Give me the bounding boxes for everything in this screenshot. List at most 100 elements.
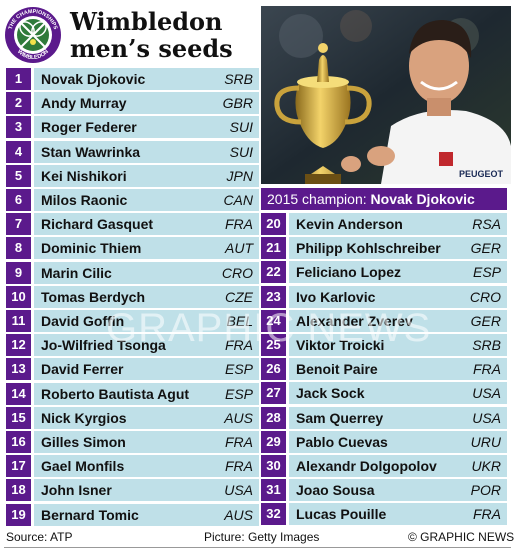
seed-row: 25 Viktor Troicki SRB [261, 334, 507, 356]
player-name: Gael Monfils [41, 458, 125, 475]
player-name: Alexandr Dolgopolov [296, 458, 437, 474]
wimbledon-logo: THE CHAMPIONSHIPS WIMBLEDON [5, 7, 61, 63]
player-country: USA [472, 385, 501, 402]
seed-bar: Bernard Tomic AUS [34, 503, 259, 526]
player-name: Alexander Zverev [296, 312, 413, 329]
player-country: FRA [225, 337, 253, 354]
seed-row: 3 Roger Federer SUI [6, 116, 259, 139]
seed-row: 24 Alexander Zverev GER [261, 309, 507, 332]
player-country: POR [470, 482, 501, 499]
seed-bar: Philipp Kohlschreiber GER [289, 237, 507, 260]
player-name: Bernard Tomic [41, 506, 139, 523]
seed-row: 11 David Goffin BEL [6, 310, 259, 332]
seed-bar: Gael Monfils FRA [34, 455, 259, 478]
seed-row: 6 Milos Raonic CAN [6, 189, 259, 211]
seed-bar: Jack Sock USA [289, 382, 507, 405]
player-name: Tomas Berdych [41, 288, 145, 305]
seed-number: 19 [6, 503, 31, 526]
seed-number: 8 [6, 237, 31, 260]
seed-number: 28 [261, 406, 286, 429]
champion-name: Novak Djokovic [370, 191, 475, 207]
page-title: Wimbledon men’s seeds [70, 8, 233, 62]
seed-row: 17 Gael Monfils FRA [6, 455, 259, 478]
seed-bar: David Ferrer ESP [34, 358, 259, 381]
player-country: FRA [225, 458, 253, 475]
player-country: SUI [229, 119, 253, 136]
seed-row: 13 David Ferrer ESP [6, 358, 259, 381]
seed-row: 2 Andy Murray GBR [6, 92, 259, 115]
player-name: Dominic Thiem [41, 240, 142, 257]
seed-row: 8 Dominic Thiem AUT [6, 237, 259, 260]
seed-bar: Viktor Troicki SRB [289, 334, 507, 356]
player-country: JPN [226, 167, 253, 184]
player-name: Philipp Kohlschreiber [296, 240, 441, 257]
seed-row: 15 Nick Kyrgios AUS [6, 406, 259, 429]
title-line-1: Wimbledon [70, 7, 223, 36]
seed-bar: David Goffin BEL [34, 310, 259, 332]
seed-row: 32 Lucas Pouille FRA [261, 503, 507, 526]
seed-bar: Ivo Karlovic CRO [289, 285, 507, 308]
seed-row: 4 Stan Wawrinka SUI [6, 140, 259, 163]
player-name: Pablo Cuevas [296, 433, 388, 450]
seed-row: 31 Joao Sousa POR [261, 479, 507, 502]
seed-number: 5 [6, 164, 31, 187]
player-country: UKR [471, 458, 501, 474]
seed-number: 16 [6, 431, 31, 453]
seed-number: 21 [261, 237, 286, 260]
seed-row: 28 Sam Querrey USA [261, 406, 507, 429]
player-name: Gilles Simon [41, 434, 126, 450]
player-name: Ivo Karlovic [296, 288, 376, 305]
champion-banner: 2015 champion: Novak Djokovic [261, 188, 507, 210]
seed-bar: Roberto Bautista Agut ESP [34, 382, 259, 405]
player-country: BEL [226, 313, 253, 329]
seed-bar: Gilles Simon FRA [34, 431, 259, 453]
player-country: FRA [225, 216, 253, 233]
picture-credit: Picture: Getty Images [204, 530, 320, 544]
seed-row: 1 Novak Djokovic SRB [6, 68, 259, 90]
player-name: Kei Nishikori [41, 167, 127, 184]
seed-row: 18 John Isner USA [6, 479, 259, 502]
champion-photo: PEUGEOT [261, 6, 511, 184]
player-country: AUS [224, 506, 253, 523]
player-name: Kevin Anderson [296, 216, 403, 232]
seed-number: 14 [6, 382, 31, 405]
player-name: John Isner [41, 482, 112, 499]
player-country: RSA [472, 216, 501, 232]
seed-row: 27 Jack Sock USA [261, 382, 507, 405]
seed-bar: Milos Raonic CAN [34, 189, 259, 211]
graphic-news-credit: © GRAPHIC NEWS [408, 530, 515, 544]
seed-row: 21 Philipp Kohlschreiber GER [261, 237, 507, 260]
title-line-2: men’s seeds [70, 34, 233, 63]
seed-row: 10 Tomas Berdych CZE [6, 285, 259, 308]
seed-number: 11 [6, 310, 31, 332]
seed-row: 26 Benoit Paire FRA [261, 358, 507, 381]
player-country: ESP [224, 385, 253, 402]
player-country: FRA [473, 506, 501, 523]
player-country: GBR [222, 95, 253, 112]
seed-bar: Marin Cilic CRO [34, 261, 259, 284]
seed-bar: Alexandr Dolgopolov UKR [289, 455, 507, 477]
seed-number: 4 [6, 140, 31, 163]
player-country: CRO [221, 264, 253, 281]
seed-bar: Alexander Zverev GER [289, 309, 507, 332]
seed-bar: John Isner USA [34, 479, 259, 502]
player-country: USA [472, 409, 501, 426]
seed-row: 7 Richard Gasquet FRA [6, 213, 259, 236]
seed-number: 12 [6, 334, 31, 357]
seed-bar: Kevin Anderson RSA [289, 213, 507, 235]
seed-bar: Roger Federer SUI [34, 116, 259, 139]
player-country: GER [470, 240, 501, 257]
player-name: David Goffin [41, 313, 125, 329]
seed-number: 31 [261, 479, 286, 502]
seed-bar: Feliciano Lopez ESP [289, 261, 507, 284]
player-name: Richard Gasquet [41, 216, 154, 233]
seed-bar: Tomas Berdych CZE [34, 285, 259, 308]
player-country: USA [224, 482, 253, 499]
champion-label: 2015 champion: [267, 191, 371, 207]
player-country: ESP [224, 361, 253, 378]
seed-bar: Jo-Wilfried Tsonga FRA [34, 334, 259, 357]
seed-bar: Sam Querrey USA [289, 406, 507, 429]
seed-number: 17 [6, 455, 31, 478]
seed-bar: Dominic Thiem AUT [34, 237, 259, 260]
player-name: Jack Sock [296, 385, 365, 402]
